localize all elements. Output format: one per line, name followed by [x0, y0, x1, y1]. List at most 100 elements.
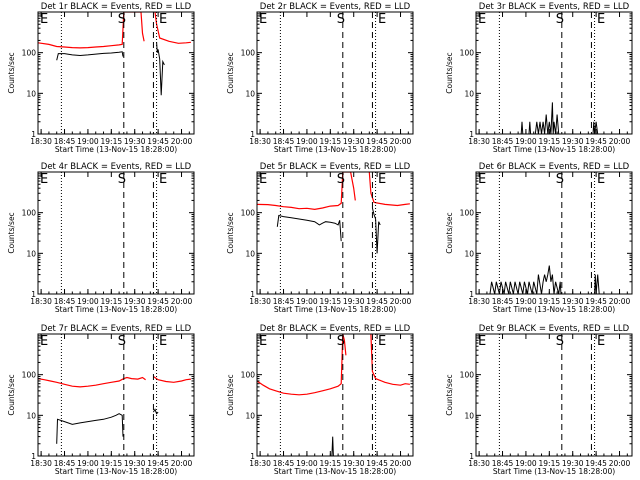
x-tick-label: 20:00 [609, 459, 631, 468]
x-tick-label: 18:30 [30, 459, 52, 468]
start-marker-label: S [556, 334, 564, 349]
series-line-lld [368, 172, 410, 207]
x-tick-label: 19:15 [101, 459, 123, 468]
x-axis-label: Start Time (13-Nov-15 18:28:00) [55, 305, 177, 314]
end-marker-label: E [259, 334, 267, 349]
axes-frame [37, 171, 195, 295]
y-tick-label: 1 [31, 130, 36, 139]
x-axis-label: Start Time (13-Nov-15 18:28:00) [493, 467, 615, 476]
x-tick-label: 19:45 [147, 459, 169, 468]
x-tick-label: 18:30 [249, 459, 271, 468]
chart-title: Det 7r BLACK = Events, RED = LLD [41, 324, 192, 334]
x-tick-label: 18:30 [30, 137, 52, 146]
y-tick-label: 100 [460, 209, 475, 218]
x-tick-label: 19:00 [515, 297, 537, 306]
axes-frame [37, 11, 195, 135]
x-tick-label: 19:00 [515, 459, 537, 468]
end-marker-label: E [478, 12, 486, 27]
x-tick-label: 19:45 [366, 459, 388, 468]
end-marker-label: E [478, 334, 486, 349]
x-tick-label: 19:00 [296, 297, 318, 306]
x-tick-label: 18:45 [492, 297, 514, 306]
x-tick-label: 19:30 [562, 297, 584, 306]
x-axis-label: Start Time (13-Nov-15 18:28:00) [493, 145, 615, 154]
x-tick-label: 19:15 [320, 137, 342, 146]
y-tick-label: 100 [22, 209, 37, 218]
start-marker-label: S [556, 172, 564, 187]
y-tick-label: 1 [31, 290, 36, 299]
start-marker-label: S [337, 12, 345, 27]
x-tick-label: 18:45 [54, 459, 76, 468]
x-tick-label: 19:45 [585, 459, 607, 468]
y-tick-label: 1 [250, 452, 255, 461]
series-line-events [56, 413, 124, 444]
start-marker-label: S [337, 334, 345, 349]
series-line-events [331, 436, 334, 456]
series-line-events [156, 42, 165, 96]
x-tick-label: 19:30 [562, 137, 584, 146]
end-marker-label: E [159, 334, 167, 349]
series-line-events [592, 121, 599, 134]
series-line-events [276, 214, 342, 242]
x-tick-label: 19:00 [77, 137, 99, 146]
axes-frame [256, 11, 414, 135]
chart-title: Det 5r BLACK = Events, RED = LLD [260, 162, 411, 172]
start-marker-label: S [118, 172, 126, 187]
x-tick-label: 19:30 [124, 297, 146, 306]
x-tick-label: 18:30 [468, 297, 490, 306]
x-tick-label: 19:00 [296, 459, 318, 468]
series-line-lld [257, 172, 356, 211]
y-tick-label: 1 [469, 130, 474, 139]
y-tick-label: 100 [22, 49, 37, 58]
y-tick-label: 1 [469, 452, 474, 461]
x-tick-label: 19:30 [124, 137, 146, 146]
y-axis-label: Counts/sec [7, 212, 16, 253]
x-tick-label: 19:30 [124, 459, 146, 468]
x-tick-label: 18:30 [249, 297, 271, 306]
x-tick-label: 19:30 [343, 137, 365, 146]
end-marker-label: E [259, 172, 267, 187]
series-line-events [534, 102, 560, 134]
x-tick-label: 18:45 [273, 459, 295, 468]
x-tick-label: 19:45 [366, 297, 388, 306]
x-tick-label: 18:45 [273, 137, 295, 146]
y-tick-label: 10 [26, 411, 36, 420]
end-marker-label: E [159, 12, 167, 27]
series-line-events [528, 121, 532, 134]
end-marker-label: E [40, 334, 48, 349]
end-marker-label: E [378, 172, 386, 187]
axes-frame [475, 333, 633, 457]
y-axis-label: Counts/sec [7, 52, 16, 93]
axes-frame [256, 171, 414, 295]
end-marker-label: E [597, 12, 605, 27]
y-axis-label: Counts/sec [226, 52, 235, 93]
x-tick-label: 20:00 [609, 297, 631, 306]
y-tick-label: 10 [245, 411, 255, 420]
x-tick-label: 19:45 [147, 137, 169, 146]
y-tick-label: 100 [460, 371, 475, 380]
y-axis-label: Counts/sec [226, 374, 235, 415]
series-line-events [56, 51, 124, 61]
series-line-lld [38, 376, 146, 388]
y-axis-label: Counts/sec [7, 374, 16, 415]
x-tick-label: 19:15 [320, 297, 342, 306]
axes-frame [475, 11, 633, 135]
series-line-lld [370, 334, 410, 386]
chart-title: Det 8r BLACK = Events, RED = LLD [260, 324, 411, 334]
start-marker-label: S [118, 334, 126, 349]
series-line-lld [153, 376, 191, 383]
x-tick-label: 18:45 [492, 137, 514, 146]
x-tick-label: 19:45 [585, 137, 607, 146]
x-tick-label: 18:30 [468, 459, 490, 468]
y-tick-label: 1 [250, 130, 255, 139]
series-line-events [520, 121, 524, 134]
end-marker-label: E [378, 12, 386, 27]
y-tick-label: 1 [250, 290, 255, 299]
end-marker-label: E [159, 172, 167, 187]
end-marker-label: E [40, 172, 48, 187]
